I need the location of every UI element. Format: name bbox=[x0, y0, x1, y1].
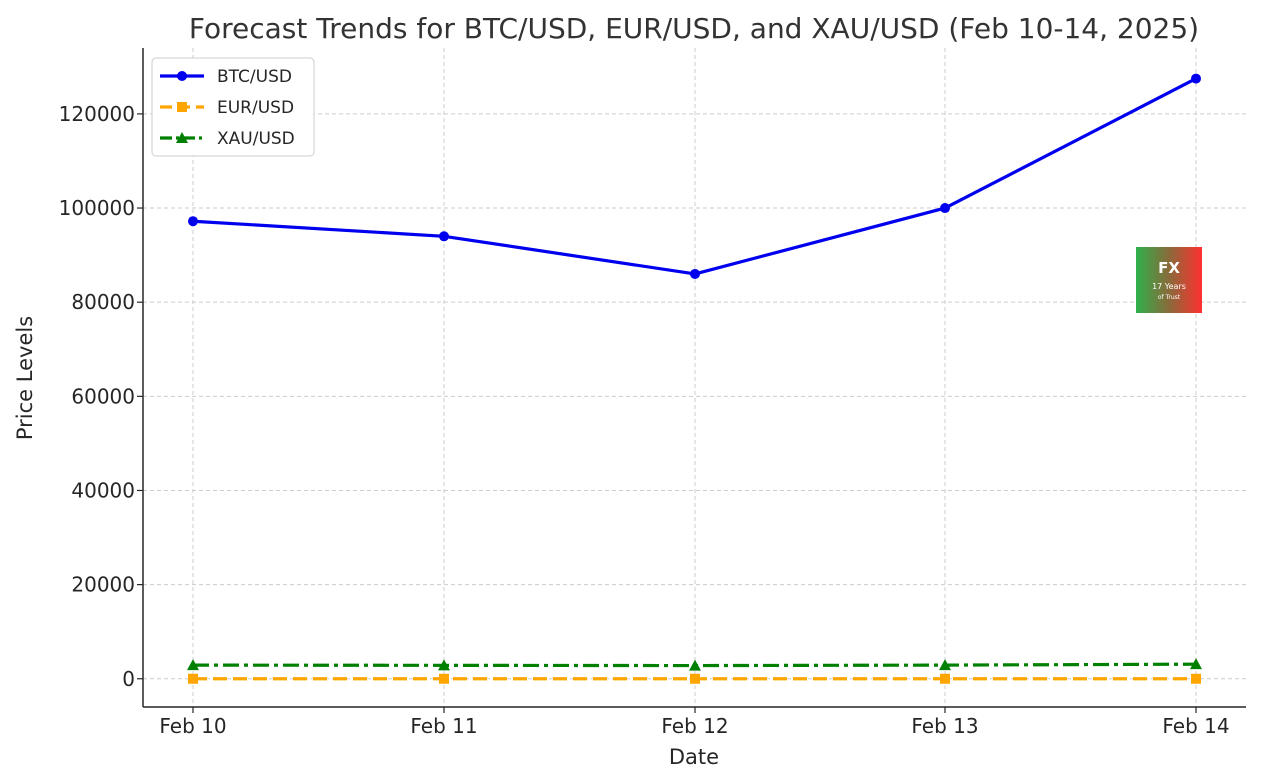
data-point-eur-usd bbox=[690, 673, 700, 684]
fx-logo-icon: FX 17 Years of Trust bbox=[1136, 247, 1202, 313]
data-point-xau-usd bbox=[689, 659, 701, 671]
y-axis-ticks: 0 20000 40000 60000 80000 100000 120000 bbox=[59, 102, 143, 691]
data-point-btc-usd bbox=[188, 216, 198, 227]
data-point-eur-usd bbox=[940, 673, 950, 684]
legend-marker-xau-usd bbox=[176, 132, 188, 143]
chart-title: Forecast Trends for BTC/USD, EUR/USD, an… bbox=[189, 12, 1199, 45]
grid-lines bbox=[143, 48, 1246, 707]
x-tick-label: Feb 10 bbox=[159, 714, 226, 738]
data-point-btc-usd bbox=[439, 231, 449, 242]
series-btc-usd bbox=[188, 73, 1201, 279]
legend-label-eur-usd: EUR/USD bbox=[217, 98, 294, 118]
series-group bbox=[187, 73, 1202, 684]
y-tick-label: 60000 bbox=[71, 384, 135, 408]
data-point-btc-usd bbox=[690, 268, 700, 279]
data-point-eur-usd bbox=[1191, 673, 1201, 684]
svg-text:of Trust: of Trust bbox=[1158, 294, 1181, 301]
legend-label-xau-usd: XAU/USD bbox=[217, 129, 295, 149]
y-tick-label: 120000 bbox=[59, 102, 135, 126]
y-axis-label: Price Levels bbox=[13, 316, 37, 440]
data-point-xau-usd bbox=[438, 659, 450, 671]
data-point-xau-usd bbox=[939, 659, 951, 671]
data-point-eur-usd bbox=[188, 673, 198, 684]
y-tick-label: 0 bbox=[122, 667, 135, 691]
svg-text:17 Years: 17 Years bbox=[1152, 282, 1186, 291]
legend-item-eur-usd: EUR/USD bbox=[160, 98, 294, 118]
data-point-xau-usd bbox=[187, 659, 199, 671]
y-tick-label: 40000 bbox=[71, 478, 135, 502]
data-point-xau-usd bbox=[1190, 658, 1202, 670]
series-eur-usd bbox=[188, 673, 1201, 684]
x-tick-label: Feb 12 bbox=[661, 714, 728, 738]
legend-item-btc-usd: BTC/USD bbox=[160, 67, 292, 87]
x-tick-label: Feb 13 bbox=[911, 714, 978, 738]
legend: BTC/USD EUR/USD XAU/USD bbox=[151, 57, 315, 157]
legend-marker-btc-usd bbox=[177, 71, 187, 81]
legend-marker-eur-usd bbox=[177, 102, 187, 112]
legend-label-btc-usd: BTC/USD bbox=[217, 67, 292, 87]
data-point-btc-usd bbox=[940, 203, 950, 214]
y-tick-label: 20000 bbox=[71, 573, 135, 597]
svg-text:FX: FX bbox=[1158, 259, 1180, 277]
x-axis-label: Date bbox=[669, 745, 719, 769]
series-xau-usd bbox=[187, 658, 1202, 671]
legend-box bbox=[151, 57, 315, 157]
data-point-btc-usd bbox=[1191, 73, 1201, 84]
y-tick-label: 100000 bbox=[59, 196, 135, 220]
x-tick-label: Feb 14 bbox=[1162, 714, 1229, 738]
y-tick-label: 80000 bbox=[71, 290, 135, 314]
data-point-eur-usd bbox=[439, 673, 449, 684]
legend-item-xau-usd: XAU/USD bbox=[160, 129, 295, 149]
x-tick-label: Feb 11 bbox=[410, 714, 477, 738]
x-axis-ticks: Feb 10 Feb 11 Feb 12 Feb 13 Feb 14 bbox=[159, 707, 1230, 738]
